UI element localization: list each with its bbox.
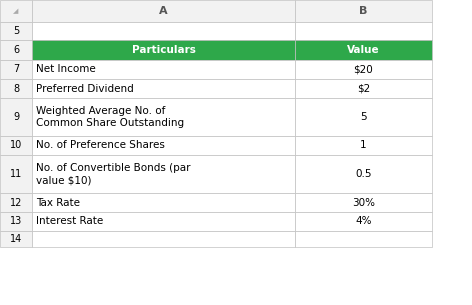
Bar bbox=[0, 231, 32, 247]
Text: Tax Rate: Tax Rate bbox=[36, 198, 80, 207]
Bar bbox=[0, 155, 32, 193]
Bar bbox=[295, 79, 432, 98]
Bar bbox=[32, 79, 295, 98]
Bar bbox=[295, 0, 432, 22]
Text: 8: 8 bbox=[13, 84, 19, 94]
Text: No. of Convertible Bonds (par
value $10): No. of Convertible Bonds (par value $10) bbox=[36, 163, 191, 185]
Text: 11: 11 bbox=[10, 169, 22, 179]
Bar bbox=[295, 98, 432, 136]
Text: A: A bbox=[159, 6, 168, 16]
Bar bbox=[0, 40, 32, 60]
Text: 14: 14 bbox=[10, 234, 22, 244]
Text: 4%: 4% bbox=[355, 217, 372, 227]
Bar bbox=[0, 22, 32, 40]
Bar bbox=[32, 0, 295, 22]
Bar bbox=[295, 155, 432, 193]
Text: $2: $2 bbox=[357, 84, 370, 94]
Text: 7: 7 bbox=[13, 64, 19, 74]
Bar bbox=[295, 40, 432, 60]
Bar bbox=[0, 0, 32, 22]
Bar bbox=[295, 231, 432, 247]
Text: 6: 6 bbox=[13, 45, 19, 55]
Bar bbox=[0, 212, 32, 231]
Text: 1: 1 bbox=[360, 141, 367, 150]
Bar bbox=[295, 136, 432, 155]
Text: No. of Preference Shares: No. of Preference Shares bbox=[36, 141, 165, 150]
Text: Value: Value bbox=[347, 45, 380, 55]
Text: 5: 5 bbox=[13, 26, 19, 36]
Text: 0.5: 0.5 bbox=[355, 169, 372, 179]
Bar bbox=[32, 22, 295, 40]
Bar bbox=[0, 98, 32, 136]
Bar bbox=[295, 22, 432, 40]
Text: $20: $20 bbox=[354, 64, 373, 74]
Bar bbox=[295, 60, 432, 79]
Text: B: B bbox=[359, 6, 368, 16]
Bar bbox=[295, 212, 432, 231]
Bar bbox=[0, 60, 32, 79]
Bar bbox=[32, 155, 295, 193]
Bar bbox=[0, 136, 32, 155]
Bar bbox=[32, 60, 295, 79]
Text: Preferred Dividend: Preferred Dividend bbox=[36, 84, 134, 94]
Bar bbox=[0, 193, 32, 212]
Text: 12: 12 bbox=[10, 198, 22, 207]
Bar bbox=[32, 193, 295, 212]
Bar bbox=[0, 79, 32, 98]
Text: ◢: ◢ bbox=[13, 8, 19, 14]
Text: Weighted Average No. of
Common Share Outstanding: Weighted Average No. of Common Share Out… bbox=[36, 106, 184, 128]
Bar bbox=[32, 136, 295, 155]
Bar bbox=[32, 98, 295, 136]
Bar bbox=[32, 212, 295, 231]
Text: 5: 5 bbox=[360, 112, 367, 122]
Text: 9: 9 bbox=[13, 112, 19, 122]
Text: Particulars: Particulars bbox=[132, 45, 195, 55]
Bar bbox=[32, 40, 295, 60]
Text: Interest Rate: Interest Rate bbox=[36, 217, 103, 227]
Text: 13: 13 bbox=[10, 217, 22, 227]
Text: Net Income: Net Income bbox=[36, 64, 96, 74]
Text: 30%: 30% bbox=[352, 198, 375, 207]
Bar bbox=[32, 231, 295, 247]
Text: 10: 10 bbox=[10, 141, 22, 150]
Bar bbox=[295, 193, 432, 212]
